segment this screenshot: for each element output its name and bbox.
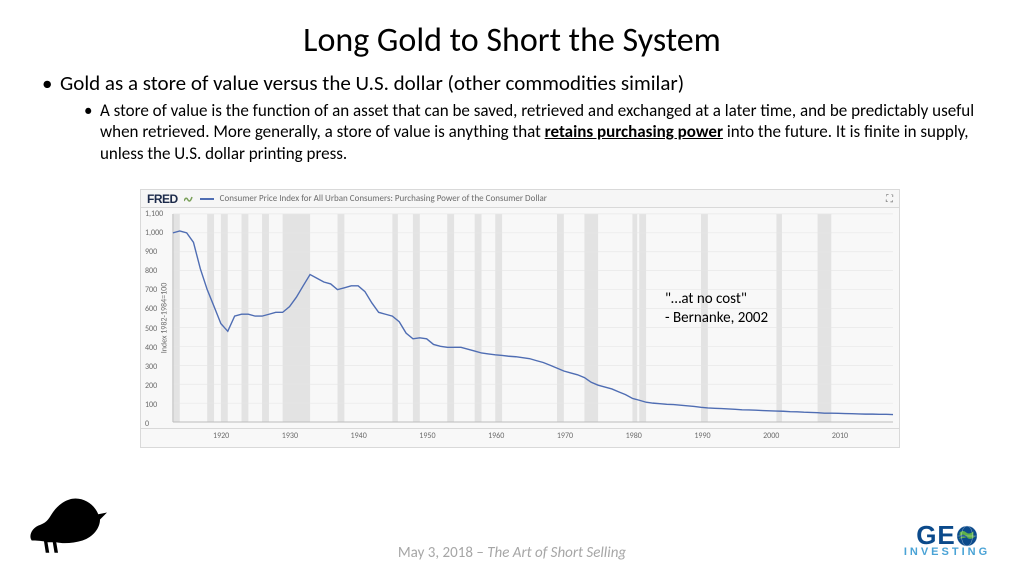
y-tick: 900 — [145, 247, 157, 257]
bullet-level2: A store of value is the function of an a… — [100, 100, 984, 164]
crow-icon — [20, 488, 110, 558]
y-tick: 800 — [145, 266, 157, 276]
legend-chip — [200, 198, 214, 200]
geo-logo: GE INVESTING — [892, 522, 1002, 558]
y-tick: 1,000 — [145, 228, 163, 238]
x-tick: 1950 — [419, 431, 435, 441]
geo-logo-top: GE — [892, 522, 1002, 548]
y-tick: 300 — [145, 362, 157, 372]
globe-icon — [956, 525, 978, 547]
expand-icon[interactable]: ⛶ — [886, 192, 893, 205]
squiggle-icon — [184, 194, 194, 204]
y-tick: 200 — [145, 381, 157, 391]
x-tick: 1920 — [213, 431, 229, 441]
footer-sep: – — [473, 544, 487, 562]
slide-title: Long Gold to Short the System — [0, 20, 1024, 61]
x-tick: 2010 — [832, 431, 848, 441]
quote-line2: - Bernanke, 2002 — [665, 309, 768, 328]
x-tick: 2000 — [763, 431, 779, 441]
bullet2-underline: retains purchasing power — [545, 121, 723, 142]
slide-root: Long Gold to Short the System Gold as a … — [0, 0, 1024, 576]
fred-logo: FRED — [147, 192, 178, 206]
y-tick: 400 — [145, 343, 157, 353]
fred-chart: FRED Consumer Price Index for All Urban … — [140, 189, 900, 449]
y-tick: 700 — [145, 285, 157, 295]
y-tick: 600 — [145, 304, 157, 314]
x-tick: 1960 — [488, 431, 504, 441]
y-tick: 0 — [145, 419, 149, 429]
x-tick: 1980 — [626, 431, 642, 441]
chart-legend-text: Consumer Price Index for All Urban Consu… — [220, 193, 547, 204]
y-tick: 500 — [145, 324, 157, 334]
x-tick: 1970 — [557, 431, 573, 441]
geo-logo-bottom: INVESTING — [892, 546, 1002, 558]
x-tick: 1990 — [694, 431, 710, 441]
chart-header: FRED Consumer Price Index for All Urban … — [140, 189, 900, 207]
x-tick: 1930 — [282, 431, 298, 441]
y-tick: 100 — [145, 400, 157, 410]
footer-title: The Art of Short Selling — [487, 544, 626, 562]
y-tick: 1,100 — [145, 209, 163, 219]
bullet-level1: Gold as a store of value versus the U.S.… — [60, 70, 984, 96]
chart-svg — [141, 208, 899, 428]
quote-line1: "…at no cost" — [665, 290, 768, 309]
footer-date: May 3, 2018 — [398, 544, 473, 562]
chart-plot-area: Index 1982-1984=100 01002003004005006007… — [140, 207, 900, 429]
footer: May 3, 2018 – The Art of Short Selling — [0, 544, 1024, 562]
quote-box: "…at no cost" - Bernanke, 2002 — [665, 290, 768, 328]
chart-x-axis: 1920 1930 1940 1950 1960 1970 1980 1990 2000 2010 — [140, 429, 900, 448]
x-tick: 1940 — [351, 431, 367, 441]
